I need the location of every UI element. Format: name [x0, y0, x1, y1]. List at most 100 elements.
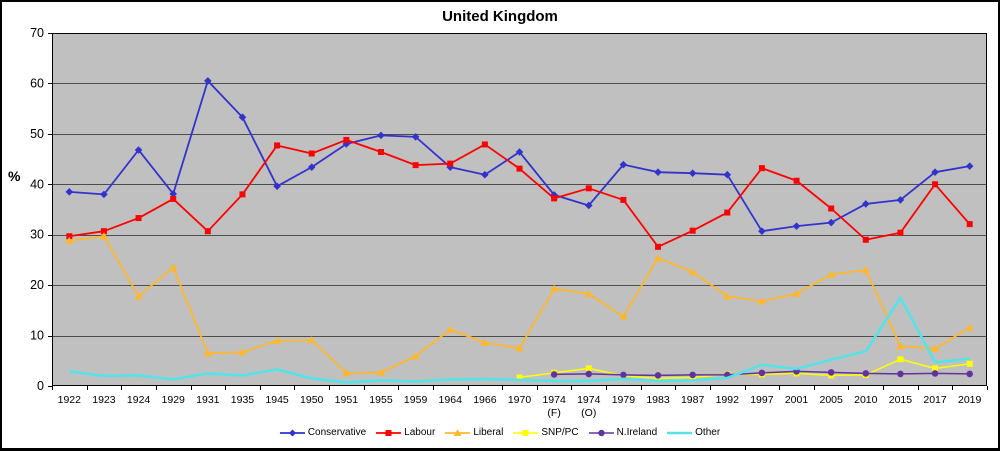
y-tick-label: 40	[30, 177, 44, 191]
marker	[239, 191, 246, 198]
x-tick-label: 1945	[265, 394, 289, 406]
x-tick-label: 1966	[473, 394, 497, 406]
marker	[896, 342, 905, 350]
marker	[65, 188, 74, 196]
marker	[66, 233, 73, 240]
x-tick-label: 1974	[542, 394, 566, 406]
y-tick-label: 30	[30, 228, 44, 242]
marker	[307, 336, 316, 344]
marker	[446, 325, 455, 333]
x-tick-label: 1929	[162, 394, 186, 406]
x-tick-label: 2001	[785, 394, 809, 406]
legend-label: Labour	[404, 427, 436, 438]
marker	[758, 227, 766, 235]
marker	[620, 371, 627, 379]
series-labour	[66, 136, 973, 250]
marker	[758, 369, 766, 377]
y-tick-label: 60	[30, 76, 44, 90]
marker	[585, 365, 592, 372]
legend-marker-square-icon	[513, 429, 539, 436]
marker	[966, 360, 973, 367]
x-tick-label: 1924	[127, 394, 151, 406]
y-tick-label: 10	[30, 329, 44, 343]
x-tick-label: 2005	[819, 394, 843, 406]
series-conservative	[65, 77, 974, 235]
marker	[966, 370, 973, 378]
marker	[619, 160, 628, 169]
x-tick-label: 1950	[300, 394, 324, 406]
legend-item-labour[interactable]: Labour	[376, 427, 435, 438]
marker	[273, 182, 281, 191]
x-tick-label: 1955	[369, 394, 393, 406]
x-tick-label: 1959	[404, 394, 428, 406]
marker	[307, 163, 316, 171]
marker	[966, 221, 973, 228]
y-tick-label: 20	[30, 278, 44, 292]
x-tick-label: 1970	[508, 394, 532, 406]
series-other	[69, 296, 970, 384]
x-tick-label: 1935	[231, 394, 255, 406]
marker	[170, 195, 177, 202]
marker	[376, 368, 386, 376]
x-tick-label: 1979	[612, 394, 636, 406]
marker	[516, 374, 523, 381]
x-tick-label: 1987	[681, 394, 705, 406]
marker	[688, 268, 697, 276]
marker	[931, 168, 939, 176]
legend-label: N.Ireland	[616, 427, 658, 438]
marker	[724, 209, 731, 216]
marker	[135, 215, 142, 222]
marker	[480, 338, 490, 346]
marker	[169, 190, 178, 198]
marker	[620, 196, 627, 203]
marker	[238, 348, 247, 356]
legend-marker-diamond-icon	[279, 429, 305, 436]
x-tick-label: 1923	[92, 394, 116, 406]
marker	[653, 253, 663, 262]
marker	[827, 369, 835, 376]
marker	[411, 352, 420, 360]
chart-title: United Kingdom	[442, 8, 558, 25]
marker	[99, 232, 109, 240]
x-tick-label: 1931	[196, 394, 220, 406]
marker	[412, 162, 419, 169]
marker	[793, 177, 800, 184]
legend-marker-none-icon	[667, 431, 693, 434]
legend-item-other[interactable]: Other	[667, 427, 720, 438]
legend-label: SNP/PC	[541, 427, 579, 438]
marker	[932, 365, 939, 372]
legend-label: Other	[695, 427, 721, 438]
marker	[862, 236, 869, 243]
marker	[826, 270, 836, 278]
marker	[343, 136, 350, 143]
x-tick-label: 2019	[958, 394, 982, 406]
marker	[550, 371, 558, 378]
marker	[723, 292, 732, 300]
plot-border	[52, 33, 987, 386]
marker	[134, 146, 143, 154]
x-tick-label: 1983	[646, 394, 670, 406]
marker	[897, 356, 904, 363]
marker	[792, 222, 801, 230]
legend-item-conservative[interactable]: Conservative	[279, 427, 366, 438]
y-axis-title: %	[8, 168, 21, 184]
x-tick-label: 1992	[716, 394, 740, 406]
marker	[515, 148, 524, 156]
x-tick-label: 1997	[750, 394, 774, 406]
marker	[169, 263, 178, 271]
x-tick-label: 1922	[58, 394, 82, 406]
marker	[550, 191, 558, 199]
marker	[238, 113, 247, 122]
legend-marker-triangle-icon	[445, 428, 471, 436]
plot-background	[52, 33, 987, 386]
legend-item-liberal[interactable]: Liberal	[445, 427, 503, 438]
legend-item-snp-pc[interactable]: SNP/PC	[513, 427, 579, 438]
legend: Conservative Labour Liberal SNP/PC N.Ireland…	[0, 427, 1000, 438]
marker	[377, 149, 384, 156]
marker	[203, 349, 213, 357]
x-tick-label: (F)	[547, 407, 560, 419]
marker	[342, 368, 351, 377]
legend-item-n-ireland[interactable]: N.Ireland	[588, 427, 658, 438]
marker	[446, 163, 455, 171]
